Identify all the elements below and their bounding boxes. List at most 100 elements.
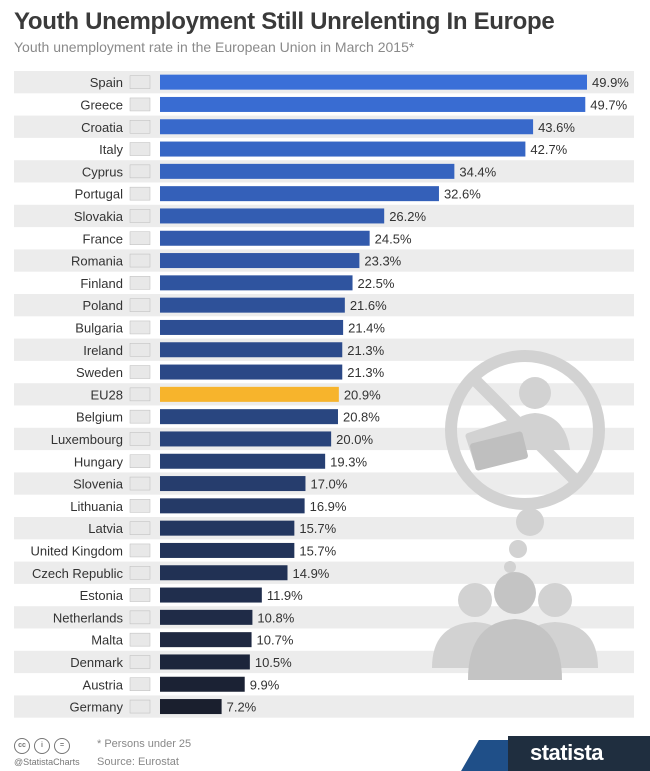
value-label: 32.6% — [444, 187, 481, 202]
bar — [160, 163, 455, 179]
value-label: 20.9% — [344, 387, 381, 402]
bar — [160, 654, 250, 670]
bar — [160, 297, 345, 313]
bar — [160, 119, 534, 135]
flag-sweden-icon — [129, 365, 151, 379]
category-label: Greece — [80, 97, 123, 112]
bar — [160, 676, 245, 692]
flag-slovakia-icon — [129, 209, 151, 223]
bar — [160, 230, 370, 246]
bar — [160, 632, 252, 648]
bar — [160, 342, 343, 358]
value-label: 49.7% — [590, 97, 627, 112]
category-label: Austria — [83, 677, 124, 692]
category-label: Latvia — [88, 521, 123, 536]
bar — [160, 208, 385, 224]
value-label: 7.2% — [227, 700, 257, 715]
bar — [160, 699, 222, 715]
value-label: 11.9% — [267, 588, 303, 603]
flag-latvia-icon — [129, 521, 151, 535]
category-label: Finland — [80, 276, 123, 291]
value-label: 21.4% — [348, 320, 385, 335]
page-title: Youth Unemployment Still Unrelenting In … — [14, 8, 555, 35]
value-label: 10.7% — [257, 633, 294, 648]
brand-text: statista — [530, 740, 604, 765]
category-label: Croatia — [81, 120, 124, 135]
flag-slovenia-icon — [129, 476, 151, 491]
category-label: Italy — [99, 142, 123, 157]
value-label: 24.5% — [375, 231, 412, 246]
category-label: Netherlands — [53, 610, 124, 625]
footnote: * Persons under 25 — [97, 738, 192, 750]
category-label: Estonia — [80, 588, 124, 603]
value-label: 17.0% — [310, 477, 347, 492]
value-label: 43.6% — [538, 120, 575, 135]
flag-lithuania-icon — [129, 499, 151, 513]
bar — [160, 364, 343, 380]
category-label: Ireland — [83, 343, 123, 358]
value-label: 9.9% — [250, 677, 280, 692]
flag-greece-icon — [129, 97, 151, 112]
value-label: 20.0% — [336, 432, 373, 447]
value-label: 21.3% — [347, 343, 384, 358]
bar — [160, 186, 439, 202]
category-label: Czech Republic — [32, 566, 124, 581]
bar — [160, 542, 295, 558]
flag-italy-icon — [129, 142, 151, 156]
category-label: Lithuania — [70, 499, 124, 514]
value-label: 20.8% — [343, 410, 380, 425]
bar — [160, 319, 344, 335]
flag-france-icon — [129, 231, 151, 245]
category-label: Poland — [83, 298, 123, 313]
value-label: 21.6% — [350, 298, 387, 313]
flag-netherlands-icon — [129, 610, 151, 625]
brand-logo: statista — [508, 736, 650, 771]
cc-icon: cc — [14, 738, 30, 754]
category-label: Hungary — [74, 454, 124, 469]
category-label: Romania — [71, 254, 124, 269]
value-label: 19.3% — [330, 454, 367, 469]
flag-finland-icon — [129, 276, 151, 290]
category-label: Germany — [70, 700, 124, 715]
bar — [160, 565, 288, 581]
category-label: Cyprus — [82, 164, 124, 179]
category-label: Sweden — [76, 365, 123, 380]
no-money-unemployed-people-icon — [432, 350, 605, 680]
flag-austria-icon — [129, 677, 151, 691]
bar — [160, 431, 332, 447]
social-handle: @StatistaCharts — [14, 757, 80, 767]
flag-eu28-icon — [129, 387, 151, 402]
flag-cyprus-icon — [129, 164, 151, 179]
value-label: 26.2% — [389, 209, 426, 224]
value-label: 16.9% — [310, 499, 347, 514]
bar — [160, 96, 586, 112]
category-label: Bulgaria — [75, 320, 123, 335]
value-label: 42.7% — [530, 142, 567, 157]
flag-poland-icon — [129, 298, 151, 312]
flag-portugal-icon — [129, 186, 151, 201]
source-note: Source: Eurostat — [97, 756, 179, 768]
flag-hungary-icon — [129, 454, 151, 468]
flag-spain-icon — [129, 75, 151, 89]
value-label: 34.4% — [459, 164, 496, 179]
bar — [160, 409, 338, 425]
bar — [160, 498, 305, 514]
flag-belgium-icon — [129, 409, 151, 424]
flag-denmark-icon — [129, 655, 151, 669]
flag-united-kingdom-icon — [129, 543, 151, 558]
license-icons: cc i = — [14, 738, 70, 754]
flag-czech-republic-icon — [129, 566, 151, 580]
bar — [160, 476, 306, 492]
page-subtitle: Youth unemployment rate in the European … — [14, 39, 415, 55]
value-label: 15.7% — [299, 521, 336, 536]
flag-bulgaria-icon — [129, 320, 151, 335]
bar — [160, 141, 526, 157]
category-label: Portugal — [75, 187, 124, 202]
flag-malta-icon — [129, 632, 151, 647]
value-label: 23.3% — [364, 254, 401, 269]
category-label: Slovakia — [74, 209, 124, 224]
value-label: 49.9% — [592, 75, 629, 90]
bar — [160, 453, 326, 469]
value-label: 10.5% — [255, 655, 292, 670]
